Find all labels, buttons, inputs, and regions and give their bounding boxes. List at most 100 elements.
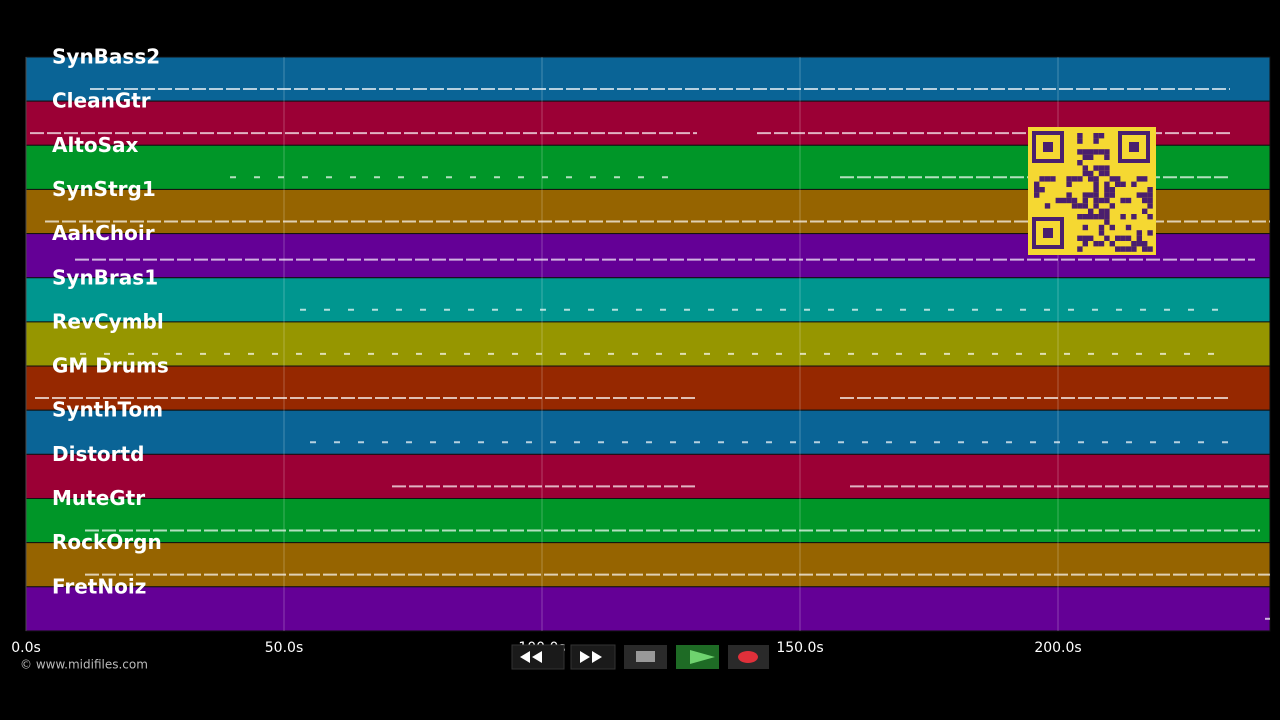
footer: © www.midifiles.com xyxy=(20,658,148,672)
qr-module xyxy=(1120,246,1126,252)
qr-module xyxy=(1109,192,1115,198)
qr-module xyxy=(1082,154,1088,160)
track-name: AahChoir xyxy=(52,221,155,245)
qr-module xyxy=(1131,181,1137,187)
qr-module xyxy=(1077,138,1083,144)
track-name: GM Drums xyxy=(52,354,169,378)
qr-finder xyxy=(1118,131,1150,163)
qr-finder xyxy=(1043,228,1053,238)
forward-button[interactable] xyxy=(570,644,616,670)
qr-module xyxy=(1104,154,1110,160)
qr-module xyxy=(1071,176,1078,182)
qr-module xyxy=(1104,181,1110,187)
qr-module xyxy=(1109,241,1115,247)
qr-module xyxy=(1093,192,1099,198)
qr-module xyxy=(1093,241,1099,247)
qr-module xyxy=(1088,192,1094,198)
qr-module xyxy=(1125,246,1132,252)
qr-module xyxy=(1088,214,1094,220)
qr-module xyxy=(1104,214,1110,220)
track-name: SynStrg1 xyxy=(52,177,156,201)
qr-module xyxy=(1061,197,1067,204)
track-name: SynBras1 xyxy=(52,265,158,289)
qr-module xyxy=(1039,187,1045,193)
qr-module xyxy=(1077,149,1083,155)
qr-module xyxy=(1077,235,1083,241)
qr-module xyxy=(1120,235,1126,241)
qr-module xyxy=(1082,203,1088,209)
qr-module xyxy=(1142,208,1148,214)
qr-module xyxy=(1077,160,1083,166)
qr-module xyxy=(1136,235,1142,241)
track-lane xyxy=(25,56,1271,102)
qr-module xyxy=(1066,176,1072,182)
qr-module xyxy=(1088,208,1094,214)
qr-module xyxy=(1131,214,1137,220)
track-name: RevCymbl xyxy=(52,309,164,333)
qr-module xyxy=(1125,197,1132,204)
track-name: MuteGtr xyxy=(52,486,145,510)
qr-module xyxy=(1125,235,1132,241)
qr-module xyxy=(1109,187,1115,193)
qr-module xyxy=(1131,241,1137,247)
track-lane xyxy=(25,409,1271,455)
track-name: SynthTom xyxy=(52,398,163,422)
qr-module xyxy=(1082,192,1088,198)
qr-module xyxy=(1115,235,1121,241)
qr-module xyxy=(1077,214,1083,220)
qr-module xyxy=(1098,241,1105,247)
qr-module xyxy=(1077,246,1083,252)
qr-module xyxy=(1098,230,1105,236)
tick-label: 150.0s xyxy=(776,640,823,656)
qr-finder xyxy=(1032,131,1064,163)
qr-module xyxy=(1136,230,1142,236)
qr-module xyxy=(1071,197,1078,204)
qr-module xyxy=(1104,197,1110,204)
tick-label: 200.0s xyxy=(1034,640,1081,656)
qr-module xyxy=(1147,203,1153,209)
qr-module xyxy=(1088,149,1094,155)
track-lane xyxy=(25,365,1271,411)
qr-module xyxy=(1136,192,1142,198)
track-name: CleanGtr xyxy=(52,89,151,113)
rewind-button[interactable] xyxy=(511,644,565,670)
qr-module xyxy=(1093,214,1099,220)
qr-module xyxy=(1098,224,1105,231)
qr-module xyxy=(1142,176,1148,182)
play-button[interactable] xyxy=(676,645,719,669)
track-lane xyxy=(25,542,1271,588)
qr-module xyxy=(1044,203,1051,209)
tick-label: 50.0s xyxy=(265,640,303,656)
qr-module xyxy=(1093,197,1099,204)
stop-button[interactable] xyxy=(624,645,667,669)
qr-module xyxy=(1136,241,1142,247)
qr-module xyxy=(1088,235,1094,241)
qr-module xyxy=(1050,176,1056,182)
grid xyxy=(25,57,1059,631)
qr-module xyxy=(1104,149,1110,155)
qr-module xyxy=(1098,197,1105,204)
qr-module xyxy=(1082,197,1088,204)
qr-module xyxy=(1115,181,1121,187)
qr-module xyxy=(1098,165,1105,171)
qr-module xyxy=(1082,224,1088,231)
qr-module xyxy=(1098,133,1105,139)
qr-module xyxy=(1142,192,1148,198)
qr-module xyxy=(1082,149,1088,155)
qr-module xyxy=(1125,224,1132,231)
record-button[interactable] xyxy=(728,645,769,669)
qr-module xyxy=(1093,181,1099,187)
qr-module xyxy=(1034,187,1040,193)
track-name: AltoSax xyxy=(52,133,139,157)
track-name: FretNoiz xyxy=(52,574,146,598)
qr-module xyxy=(1093,203,1099,209)
qr-module xyxy=(1109,224,1115,231)
qr-module xyxy=(1104,187,1110,193)
qr-module xyxy=(1104,219,1110,225)
tick-label: 0.0s xyxy=(11,640,41,656)
qr-module xyxy=(1120,197,1126,204)
qr-finder xyxy=(1043,142,1053,152)
qr-module xyxy=(1077,203,1083,209)
notes xyxy=(30,88,1270,620)
